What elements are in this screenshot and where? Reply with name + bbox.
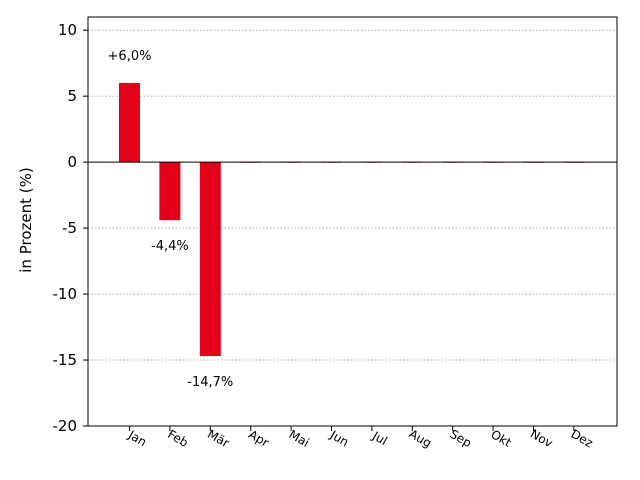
x-tick-label: Mär [205,427,232,450]
y-tick-label: 5 [67,87,77,105]
data-label: -14,7% [187,375,233,390]
bars [119,82,585,357]
y-axis-title: in Prozent (%) [17,167,35,272]
y-axis-ticks: 10 5 0 -5 -10 -15 -20 [53,21,88,435]
bar-mär [199,162,221,357]
data-label: -4,4% [151,239,189,254]
x-tick-label: Okt [488,427,514,450]
x-tick-label: Jul [369,428,389,448]
data-labels: +6,0% -4,4% -14,7% [108,49,234,390]
x-tick-label: Mai [286,427,311,450]
x-tick-label: Nov [528,427,555,451]
bar-jan [119,82,140,163]
plot-frame [87,16,618,427]
x-axis-ticks: Jan Feb Mär Apr Mai Jun Jul Aug Sep Okt Nov Dez [125,426,595,450]
gridlines [88,29,617,361]
x-tick-label: Jun [327,427,351,449]
y-tick-label: -5 [62,219,77,237]
x-tick-label: Aug [407,427,434,451]
x-tick-label: Apr [246,427,271,450]
y-tick-label: 0 [67,153,77,171]
data-label: +6,0% [108,49,152,64]
y-tick-label: -10 [53,285,78,303]
x-tick-label: Dez [568,427,595,451]
bar-feb [159,162,181,221]
x-tick-label: Feb [165,427,190,450]
x-tick-label: Sep [447,427,474,450]
x-tick-label: Jan [125,427,149,449]
y-tick-label: 10 [58,21,77,39]
y-tick-label: -15 [53,351,78,369]
y-tick-label: -20 [53,417,78,435]
